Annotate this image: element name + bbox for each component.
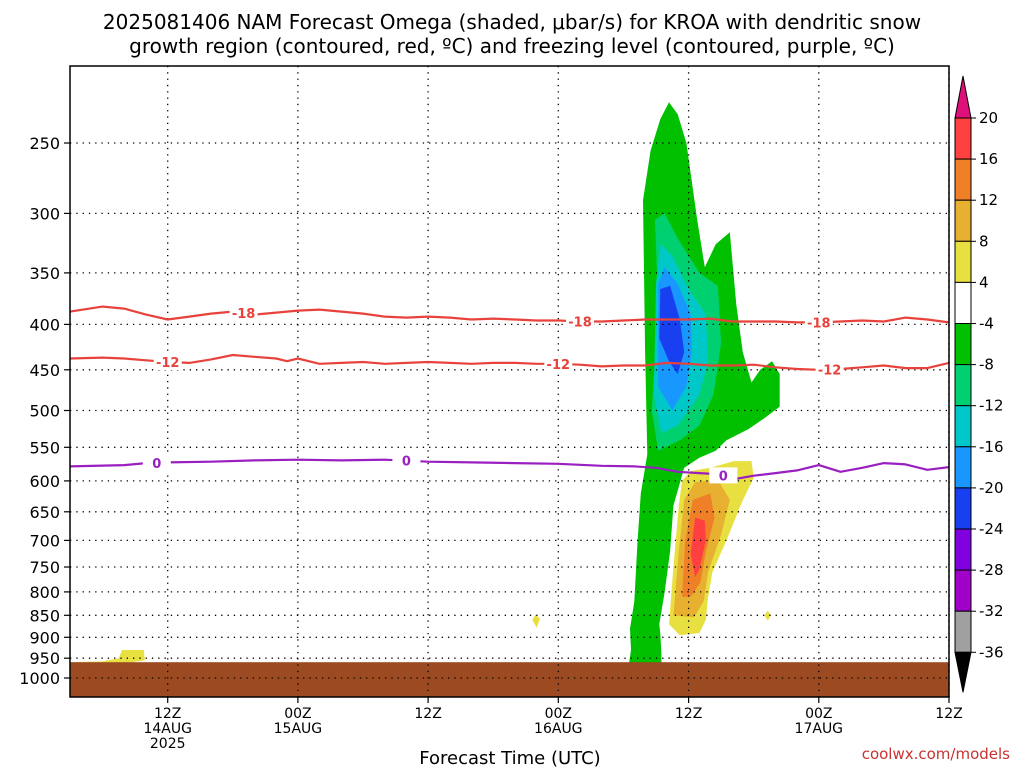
contour-label-bg bbox=[566, 313, 594, 330]
y-tick-label: 350 bbox=[29, 264, 60, 283]
contour-label: -12 bbox=[818, 363, 842, 378]
colorbar-swatch bbox=[954, 528, 972, 571]
contour-label: 0 bbox=[152, 457, 161, 472]
contour-label-bg bbox=[142, 454, 171, 471]
colorbar-swatch bbox=[954, 610, 972, 653]
credit-text: coolwx.com/models bbox=[862, 745, 1010, 763]
x-tick-label: 00Z bbox=[284, 706, 311, 722]
colorbar-extend-top bbox=[954, 75, 972, 119]
plot-area: -18 -18 -18 -12 -12 -12 0 0 0 bbox=[69, 65, 950, 698]
x-axis-title: Forecast Time (UTC) bbox=[419, 748, 600, 768]
y-tick-label: 400 bbox=[29, 315, 60, 334]
colorbar-swatch bbox=[954, 487, 972, 530]
ground-fill bbox=[70, 662, 949, 697]
x-tick-label: 00Z bbox=[805, 706, 832, 722]
colorbar-swatch bbox=[954, 281, 972, 324]
contour-label-bg bbox=[229, 305, 258, 322]
x-tick-label: 12Z bbox=[675, 706, 702, 722]
colorbar-extend-bottom bbox=[954, 651, 972, 693]
y-tick-label: 450 bbox=[29, 361, 60, 380]
colorbar-swatch bbox=[954, 199, 972, 242]
x-tick-label: 12Z bbox=[935, 706, 962, 722]
omega-region-8 bbox=[690, 517, 706, 578]
x-tick-label: 16AUG bbox=[534, 721, 583, 737]
colorbar-label: -36 bbox=[979, 643, 1004, 661]
colorbar-label: -24 bbox=[979, 520, 1004, 538]
x-tick-label: 14AUG bbox=[143, 721, 192, 737]
colorbar-swatch bbox=[954, 364, 972, 407]
contour-label: -18 bbox=[232, 307, 256, 322]
y-axis: 250 300 350 400 450 500 550 600 650 700 750 800 850 9… bbox=[19, 134, 70, 688]
contour-label: -18 bbox=[568, 316, 592, 331]
y-tick-label: 600 bbox=[29, 472, 60, 491]
contour-labels: -18 -18 -18 -12 -12 -12 0 0 0 bbox=[142, 305, 844, 484]
y-tick-label: 650 bbox=[29, 503, 60, 522]
colorbar-label: -12 bbox=[979, 397, 1004, 415]
y-tick-label: 850 bbox=[29, 606, 60, 625]
colorbar-label: 8 bbox=[979, 232, 989, 250]
contour-label-bg bbox=[709, 467, 738, 484]
omega-region-10 bbox=[532, 614, 540, 628]
x-tick-label: 17AUG bbox=[795, 721, 844, 737]
colorbar-label: -20 bbox=[979, 479, 1004, 497]
colorbar-swatch bbox=[954, 405, 972, 448]
omega-region-9 bbox=[70, 650, 145, 666]
colorbar-swatch bbox=[954, 158, 972, 201]
colorbar-label: -28 bbox=[979, 561, 1004, 579]
ground-layer bbox=[70, 662, 949, 697]
colorbar-label: -4 bbox=[979, 315, 994, 333]
colorbar-label: -16 bbox=[979, 438, 1004, 456]
y-tick-label: 300 bbox=[29, 204, 60, 223]
colorbar-label: 4 bbox=[979, 273, 989, 291]
contour-label-bg bbox=[804, 314, 833, 331]
x-tick-label: 00Z bbox=[545, 706, 572, 722]
colorbar: 20 16 12 8 4 -4 -8 -12 -16 -20 -24 -28 -32 -36 bbox=[954, 75, 1004, 693]
x-tick-label: 15AUG bbox=[274, 721, 323, 737]
contour-label: 0 bbox=[402, 455, 411, 470]
plot-background bbox=[70, 66, 949, 697]
contour-label-bg bbox=[544, 355, 573, 372]
omega-shading bbox=[70, 102, 780, 666]
y-tick-label: 500 bbox=[29, 402, 60, 421]
colorbar-label: 16 bbox=[979, 150, 998, 168]
contour-label: -12 bbox=[156, 356, 180, 371]
x-tick-label: 12Z bbox=[154, 706, 181, 722]
plot-frame bbox=[69, 65, 950, 698]
colorbar-label: -32 bbox=[979, 602, 1004, 620]
colorbar-swatch bbox=[954, 117, 972, 160]
y-tick-label: 800 bbox=[29, 583, 60, 602]
y-tick-label: 1000 bbox=[19, 669, 60, 688]
contour-label: -12 bbox=[547, 358, 571, 373]
colorbar-swatch bbox=[954, 240, 972, 283]
contour-line-2 bbox=[70, 458, 949, 481]
contour-label: 0 bbox=[719, 469, 728, 484]
colorbar-swatch bbox=[954, 323, 972, 366]
x-tick-label: 2025 bbox=[150, 736, 186, 752]
colorbar-swatch bbox=[954, 569, 972, 612]
y-tick-label: 950 bbox=[29, 649, 60, 668]
y-tick-label: 250 bbox=[29, 134, 60, 153]
colorbar-label: 20 bbox=[979, 109, 998, 127]
y-tick-label: 550 bbox=[29, 438, 60, 457]
y-tick-label: 700 bbox=[29, 531, 60, 550]
colorbar-label: 12 bbox=[979, 191, 998, 209]
y-tick-label: 750 bbox=[29, 558, 60, 577]
chart-title-line-1: 2025081406 NAM Forecast Omega (shaded, μ… bbox=[103, 10, 921, 34]
colorbar-swatch bbox=[954, 446, 972, 489]
contour-label-bg bbox=[815, 361, 844, 378]
contour-label-bg bbox=[392, 452, 421, 469]
colorbar-label: -8 bbox=[979, 356, 994, 374]
omega-region-11 bbox=[764, 610, 771, 621]
x-tick-label: 12Z bbox=[414, 706, 441, 722]
omega-region-4 bbox=[659, 285, 685, 375]
contour-label: -18 bbox=[807, 316, 831, 331]
y-tick-label: 900 bbox=[29, 628, 60, 647]
contour-label-bg bbox=[153, 354, 182, 370]
chart-title-line-2: growth region (contoured, red, ºC) and f… bbox=[129, 34, 895, 58]
